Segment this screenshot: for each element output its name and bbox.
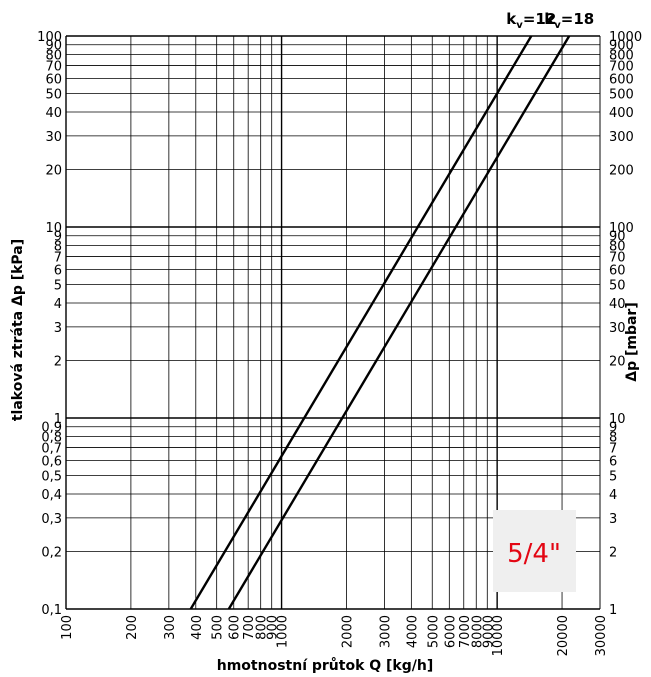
y-left-tick-label: 0,5	[41, 469, 62, 484]
x-tick-label: 30000	[594, 615, 609, 656]
y-right-tick-label: 4	[609, 488, 617, 503]
y-right-axis-title: Δp [mbar]	[624, 302, 640, 382]
y-left-tick-label: 1	[54, 412, 62, 427]
y-left-tick-label: 3	[54, 321, 62, 336]
y-right-tick-label: 3	[609, 512, 617, 527]
y-left-tick-label: 0,9	[41, 421, 62, 436]
x-tick-label: 1000	[276, 615, 291, 648]
y-axis-title: tlaková ztráta Δp [kPa]	[10, 239, 26, 421]
y-right-tick-label: 600	[609, 72, 634, 87]
y-right-tick-label: 6	[609, 454, 617, 469]
x-tick-label: 2000	[341, 615, 356, 648]
y-right-tick-label: 400	[609, 106, 634, 121]
x-tick-label: 4000	[405, 615, 420, 648]
x-tick-label: 700	[242, 615, 257, 640]
y-right-tick-label: 5	[609, 469, 617, 484]
y-right-tick-label: 8	[609, 431, 617, 446]
series-label-1: kv=12	[506, 10, 556, 31]
y-right-tick-label: 20	[609, 355, 626, 370]
x-tick-label: 300	[163, 615, 178, 640]
y-right-tick-label: 60	[609, 263, 626, 278]
x-tick-label: 5000	[426, 615, 441, 648]
y-left-tick-label: 2	[54, 355, 62, 370]
y-left-tick-label: 60	[45, 72, 62, 87]
y-left-tick-label: 4	[54, 297, 62, 312]
y-left-tick-label: 6	[54, 263, 62, 278]
size-badge-text: 5/4"	[507, 539, 561, 569]
grid	[65, 35, 601, 610]
x-tick-label: 500	[211, 615, 226, 640]
x-tick-label: 900	[266, 615, 281, 640]
y-left-tick-label: 80	[45, 49, 62, 64]
series-lines	[189, 35, 571, 610]
x-tick-label: 9000	[481, 615, 496, 648]
y-right-tick-label: 30	[609, 321, 626, 336]
y-left-tick-label: 20	[45, 164, 62, 179]
y-right-tick-label: 1000	[609, 30, 642, 45]
x-tick-label: 100	[60, 615, 75, 640]
size-badge: 5/4"	[493, 510, 576, 592]
y-left-tick-label: 10	[45, 221, 62, 236]
y-left-tick-label: 90	[45, 39, 62, 54]
y-right-tick-label: 80	[609, 240, 626, 255]
y-right-tick-label: 100	[609, 221, 634, 236]
series-line-2	[227, 35, 571, 610]
y-left-tick-label: 7	[54, 251, 62, 266]
y-left-tick-label: 0,6	[41, 454, 62, 469]
x-tick-label: 20000	[556, 615, 571, 656]
y-right-tick-label: 300	[609, 130, 634, 145]
x-tick-label: 10000	[491, 615, 506, 656]
x-tick-label: 7000	[458, 615, 473, 648]
x-tick-label: 200	[125, 615, 140, 640]
y-right-tick-label: 90	[609, 230, 626, 245]
y-left-tick-label: 9	[54, 230, 62, 245]
series-label-2: kv=18	[544, 10, 594, 31]
y-right-tick-label: 9	[609, 421, 617, 436]
y-left-tick-label: 8	[54, 240, 62, 255]
y-right-tick-label: 900	[609, 39, 634, 54]
y-left-tick-label: 5	[54, 278, 62, 293]
x-tick-label: 6000	[443, 615, 458, 648]
y-left-tick-label: 0,7	[41, 442, 62, 457]
y-right-tick-label: 2	[609, 546, 617, 561]
x-tick-label: 8000	[470, 615, 485, 648]
y-left-tick-label: 70	[45, 60, 62, 75]
x-tick-label: 3000	[378, 615, 393, 648]
y-left-tick-label: 50	[45, 87, 62, 102]
y-left-tick-label: 0,8	[41, 431, 62, 446]
series-line-1	[189, 35, 533, 610]
y-right-tick-label: 700	[609, 60, 634, 75]
y-left-tick-label: 40	[45, 106, 62, 121]
x-tick-label: 800	[255, 615, 270, 640]
y-left-tick-label: 0,3	[41, 512, 62, 527]
y-right-tick-label: 70	[609, 251, 626, 266]
y-right-tick-label: 200	[609, 164, 634, 179]
y-right-tick-label: 1	[609, 603, 617, 618]
y-right-tick-label: 40	[609, 297, 626, 312]
y-right-tick-label: 800	[609, 49, 634, 64]
size-badge-background	[493, 510, 576, 592]
y-left-tick-label: 30	[45, 130, 62, 145]
y-right-tick-label: 500	[609, 87, 634, 102]
x-axis-title: hmotnostní průtok Q [kg/h]	[217, 657, 434, 674]
x-tick-label: 600	[228, 615, 243, 640]
y-right-tick-label: 7	[609, 442, 617, 457]
y-left-tick-label: 0,1	[41, 603, 62, 618]
x-tick-label: 400	[190, 615, 205, 640]
y-left-tick-label: 100	[37, 30, 62, 45]
y-right-tick-label: 10	[609, 412, 626, 427]
y-left-tick-label: 0,2	[41, 546, 62, 561]
y-left-tick-label: 0,4	[41, 488, 62, 503]
y-right-tick-label: 50	[609, 278, 626, 293]
